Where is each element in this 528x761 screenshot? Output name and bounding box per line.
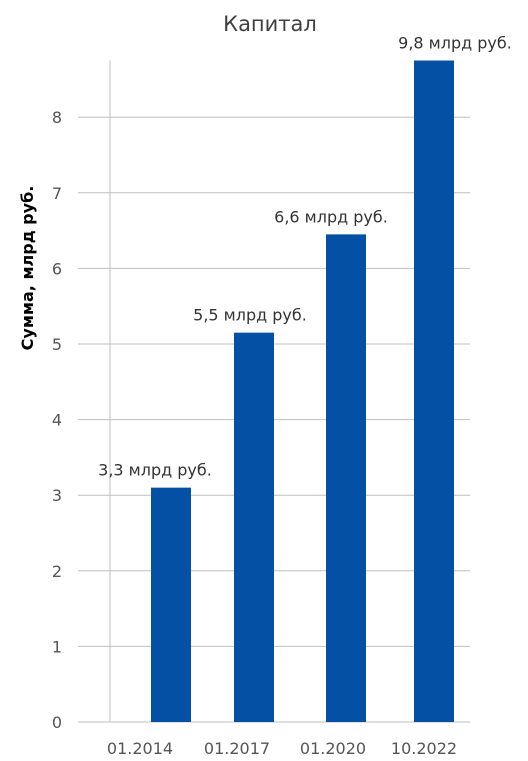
data-label: 9,8 млрд руб. bbox=[398, 34, 512, 53]
bar-10.2022 bbox=[414, 60, 454, 722]
x-tick-label: 10.2022 bbox=[391, 739, 457, 758]
data-label: 5,5 млрд руб. bbox=[193, 306, 307, 325]
bars bbox=[151, 60, 454, 722]
x-tick-label: 01.2017 bbox=[204, 739, 270, 758]
data-label: 6,6 млрд руб. bbox=[274, 207, 388, 226]
x-tick-label: 01.2020 bbox=[300, 739, 366, 758]
y-tick-label: 3 bbox=[52, 486, 62, 505]
y-axis-ticks: 0 1 2 3 4 5 6 7 8 bbox=[52, 108, 62, 732]
bar-01.2017 bbox=[234, 332, 274, 722]
x-tick-label: 01.2014 bbox=[107, 739, 173, 758]
y-tick-label: 2 bbox=[52, 562, 62, 581]
chart-title: Капитал bbox=[223, 12, 317, 36]
y-tick-label: 6 bbox=[52, 259, 62, 278]
data-label: 3,3 млрд руб. bbox=[98, 461, 212, 480]
y-tick-label: 1 bbox=[52, 637, 62, 656]
y-tick-label: 0 bbox=[52, 713, 62, 732]
data-labels: 3,3 млрд руб. 5,5 млрд руб. 6,6 млрд руб. 9… bbox=[98, 34, 512, 480]
y-tick-label: 5 bbox=[52, 335, 62, 354]
bar-01.2020 bbox=[326, 234, 366, 722]
y-tick-label: 8 bbox=[52, 108, 62, 127]
bar-01.2014 bbox=[151, 487, 191, 722]
y-axis-label: Сумма, млрд руб. bbox=[18, 186, 37, 351]
y-tick-label: 4 bbox=[52, 411, 62, 430]
y-tick-label: 7 bbox=[52, 184, 62, 203]
x-axis-ticks: 01.2014 01.2017 01.2020 10.2022 bbox=[107, 739, 457, 758]
